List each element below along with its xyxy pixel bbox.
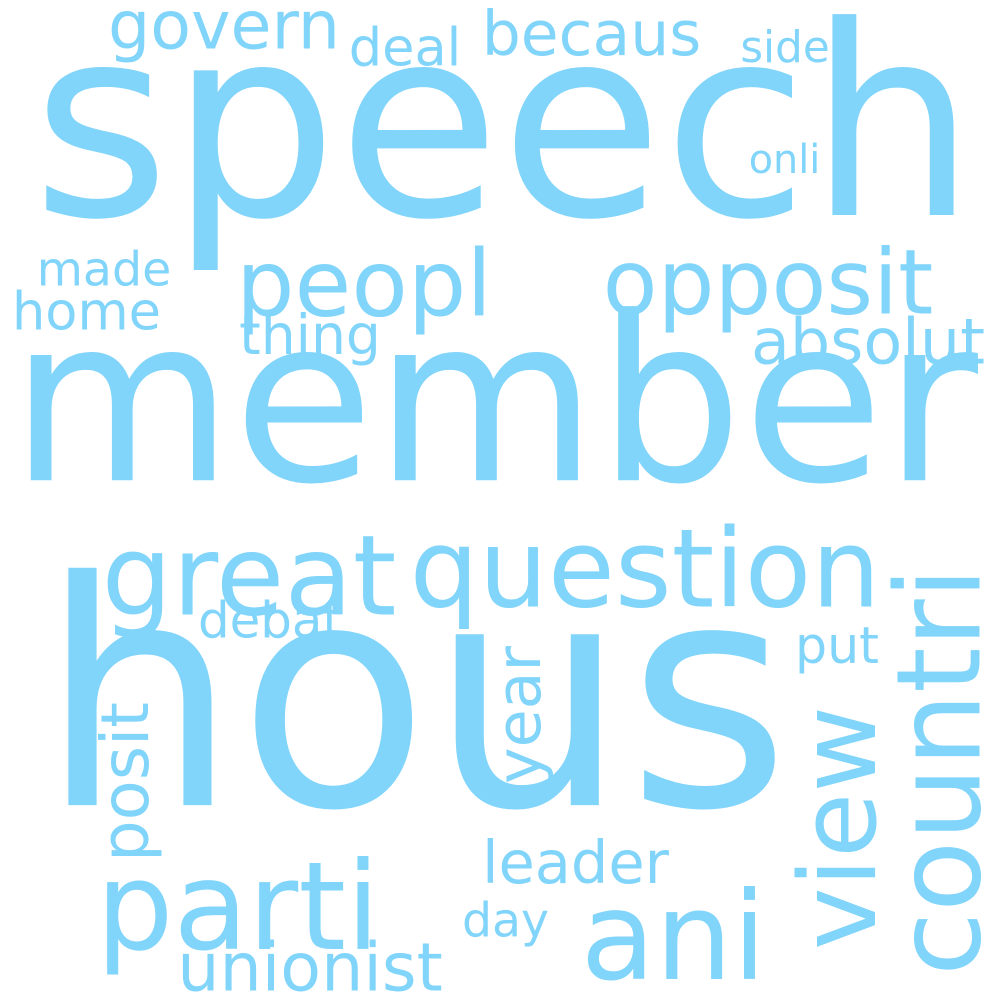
word-hous: hous (40, 514, 790, 881)
word-home: home (12, 280, 161, 342)
word-debat: debat (198, 591, 342, 650)
word-put: put (795, 615, 879, 676)
word-made: made (36, 241, 172, 298)
word-posit: posit (86, 702, 164, 862)
word-side: side (740, 21, 830, 73)
word-countri: countri (871, 567, 1000, 976)
word-speech: speech (32, 0, 976, 279)
word-absolut: absolut (751, 304, 985, 379)
word-onli: onli (748, 136, 821, 183)
word-govern: govern (108, 0, 340, 65)
word-ani: ani (580, 865, 767, 1000)
word-great: great (101, 510, 397, 642)
word-day: day (462, 892, 549, 948)
word-leader: leader (482, 828, 669, 898)
word-member: member (10, 267, 978, 536)
word-opposit: opposit (602, 230, 934, 336)
word-unionist: unionist (177, 928, 443, 1000)
word-deal: deal (348, 16, 462, 78)
word-year: year (482, 646, 555, 784)
word-peopl: peopl (235, 229, 493, 338)
word-parti: parti (96, 835, 380, 979)
word-thing: thing (239, 302, 381, 368)
word-question: question (409, 505, 881, 633)
word-becaus: becaus (481, 0, 702, 70)
